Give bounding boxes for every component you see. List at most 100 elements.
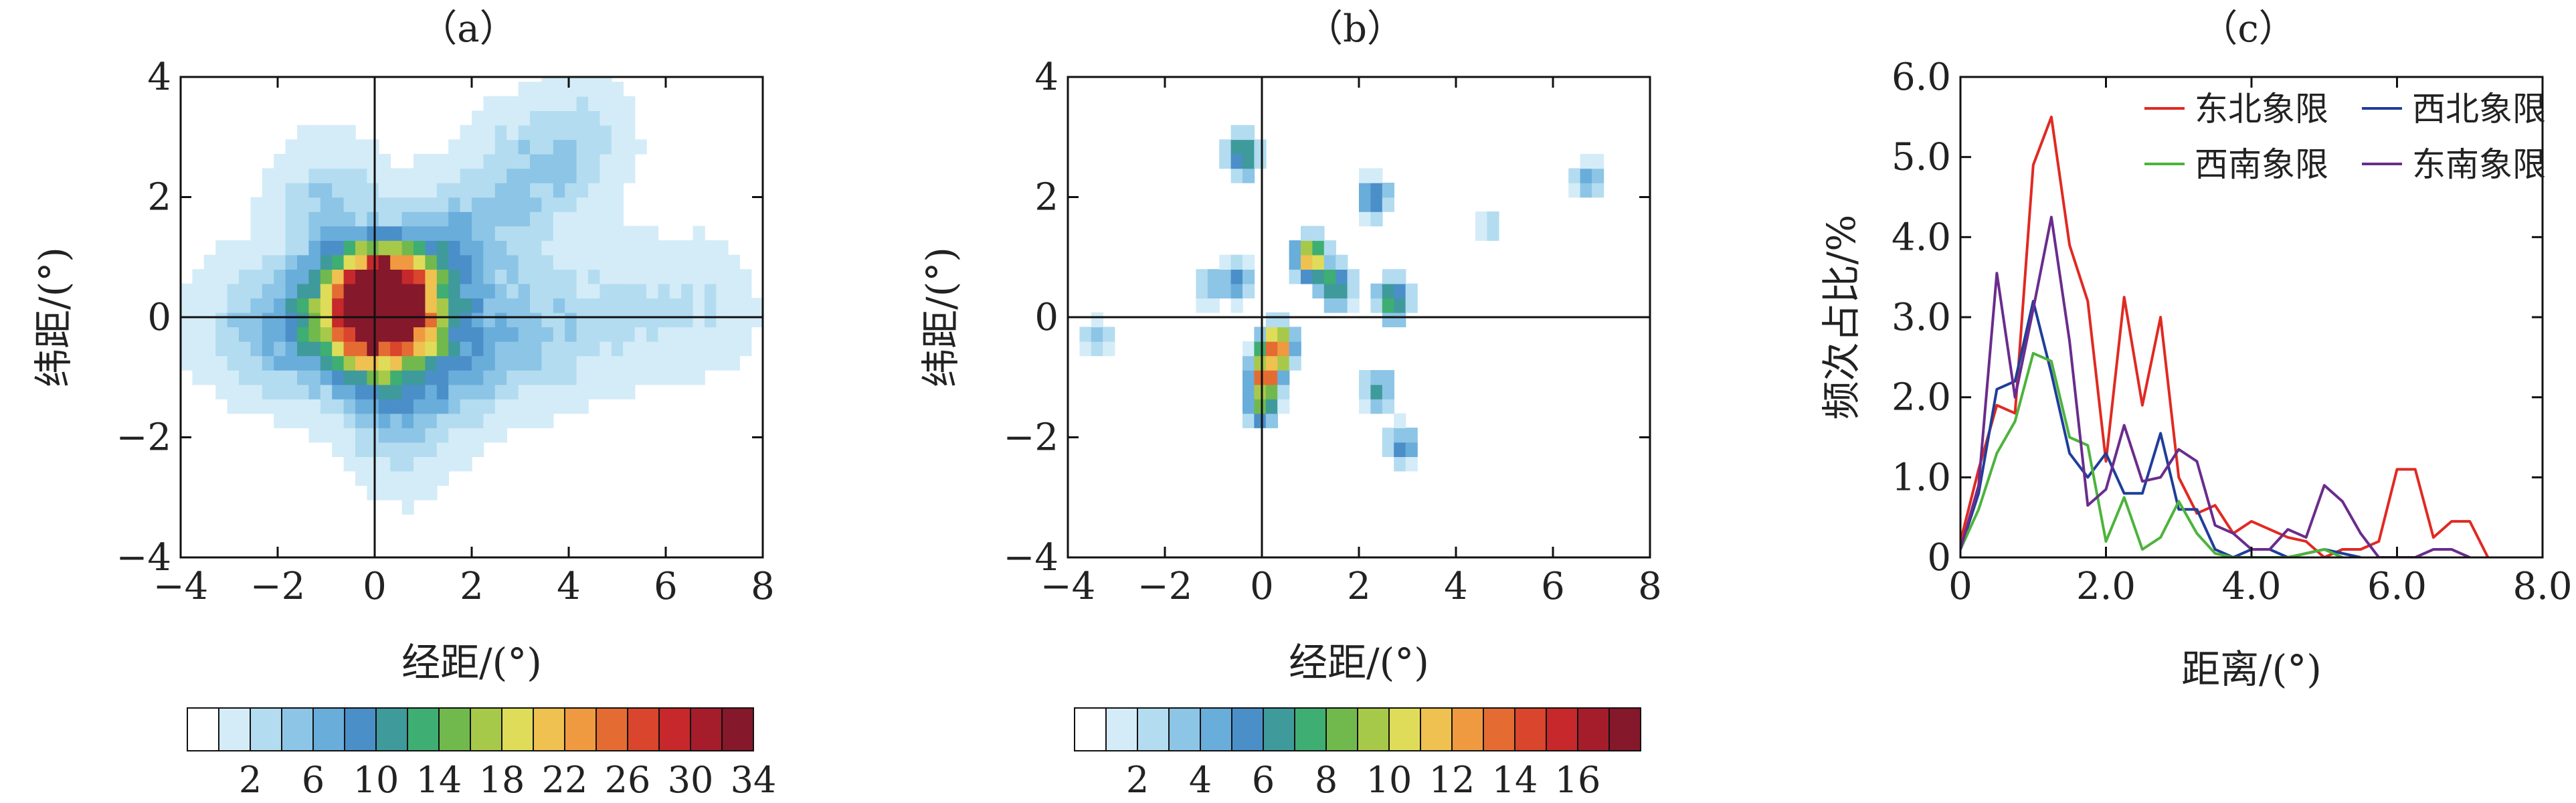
colorbar-box xyxy=(721,707,754,751)
heat-cell xyxy=(507,183,519,198)
heat-cell xyxy=(413,269,426,284)
heat-cell xyxy=(460,183,472,198)
panel-c-xtick-label: 0 xyxy=(1948,565,1972,608)
heat-cell xyxy=(274,283,286,298)
heat-cell xyxy=(320,139,333,155)
heat-cell xyxy=(367,269,379,284)
heat-cell xyxy=(460,168,472,183)
heat-cell xyxy=(494,355,507,371)
heat-cell xyxy=(425,456,438,472)
heat-cell xyxy=(413,298,426,313)
heat-cell xyxy=(576,82,589,97)
heat-cell xyxy=(332,254,345,270)
heat-cell xyxy=(588,110,601,126)
heat-cell xyxy=(401,341,414,357)
colorbar-box xyxy=(470,707,502,751)
heat-cell xyxy=(565,269,577,284)
heat-cell xyxy=(320,384,333,399)
heat-cell xyxy=(215,254,228,270)
heat-cell xyxy=(203,341,216,357)
heat-cell xyxy=(541,283,554,298)
colorbar-box xyxy=(312,707,345,751)
heat-cell xyxy=(483,298,496,313)
heat-cell xyxy=(308,197,321,212)
heat-cell xyxy=(1243,153,1255,169)
heat-cell xyxy=(390,470,403,486)
heat-cell xyxy=(203,254,216,270)
heat-cell xyxy=(332,197,345,212)
colorbar-tick-label: 34 xyxy=(731,759,777,800)
heat-cell xyxy=(1091,341,1103,357)
heat-cell xyxy=(320,124,333,141)
heat-cell xyxy=(1382,312,1394,328)
heat-cell xyxy=(460,370,472,385)
heat-cell xyxy=(239,312,252,328)
heat-cell xyxy=(320,298,333,313)
heat-cell xyxy=(297,399,310,414)
colorbar-tick-label: 26 xyxy=(605,759,651,800)
heat-cell xyxy=(494,269,507,284)
heat-cell xyxy=(588,183,601,198)
heat-cell xyxy=(262,197,274,212)
heat-cell xyxy=(355,197,368,212)
heat-cell xyxy=(413,442,426,457)
heat-cell xyxy=(611,183,624,198)
heat-cell xyxy=(1207,298,1220,313)
heat-cell xyxy=(367,355,379,371)
heat-cell xyxy=(530,124,543,141)
heat-cell xyxy=(355,153,368,169)
heat-cell xyxy=(1370,183,1383,198)
heat-cell xyxy=(390,312,403,328)
heat-cell xyxy=(332,240,345,256)
heat-cell xyxy=(378,226,391,241)
heat-cell xyxy=(448,139,461,155)
heat-cell xyxy=(401,399,414,414)
heat-cell xyxy=(518,269,531,284)
heat-cell xyxy=(588,269,601,284)
heat-cell xyxy=(576,110,589,126)
heat-cell xyxy=(448,298,461,313)
heat-cell xyxy=(600,197,612,212)
heat-cell xyxy=(693,240,705,256)
heat-cell xyxy=(681,254,694,270)
heat-cell xyxy=(297,355,310,371)
heat-cell xyxy=(518,211,531,227)
heat-cell xyxy=(669,355,682,371)
panel-a-ytick-label: −2 xyxy=(116,416,171,460)
heat-cell xyxy=(553,312,565,328)
heat-cell xyxy=(1592,183,1604,198)
colorbar-box xyxy=(1388,707,1421,751)
heat-cell xyxy=(494,226,507,241)
panel-c-ytick-label: 1.0 xyxy=(1892,456,1951,499)
heat-cell xyxy=(425,226,438,241)
heat-cell xyxy=(600,269,612,284)
panel-a-xtick-label: 8 xyxy=(751,565,775,608)
colorbar-tick-label: 10 xyxy=(353,759,399,800)
heat-cell xyxy=(646,298,659,313)
heat-cell xyxy=(623,298,636,313)
colorbar-box xyxy=(690,707,723,751)
heat-cell xyxy=(530,153,543,169)
heat-cell xyxy=(1091,312,1103,328)
heat-cell xyxy=(634,370,647,385)
heat-cell xyxy=(541,399,554,414)
heat-cell xyxy=(1370,370,1383,385)
heat-cell xyxy=(1230,283,1243,298)
heat-cell xyxy=(436,211,449,227)
heat-cell xyxy=(1347,298,1360,313)
panel-b-ytick-label: 2 xyxy=(1034,176,1059,219)
heat-cell xyxy=(413,485,426,501)
heat-cell xyxy=(250,355,263,371)
heat-cell xyxy=(576,370,589,385)
heat-cell xyxy=(320,413,333,428)
heat-cell xyxy=(727,312,740,328)
heat-cell xyxy=(693,355,705,371)
heat-cell xyxy=(1254,327,1267,342)
heat-cell xyxy=(274,211,286,227)
heat-cell xyxy=(460,327,472,342)
heat-cell xyxy=(343,139,356,155)
heat-cell xyxy=(355,312,368,328)
heat-cell xyxy=(390,355,403,371)
heat-cell xyxy=(1207,269,1220,284)
heat-cell xyxy=(297,384,310,399)
